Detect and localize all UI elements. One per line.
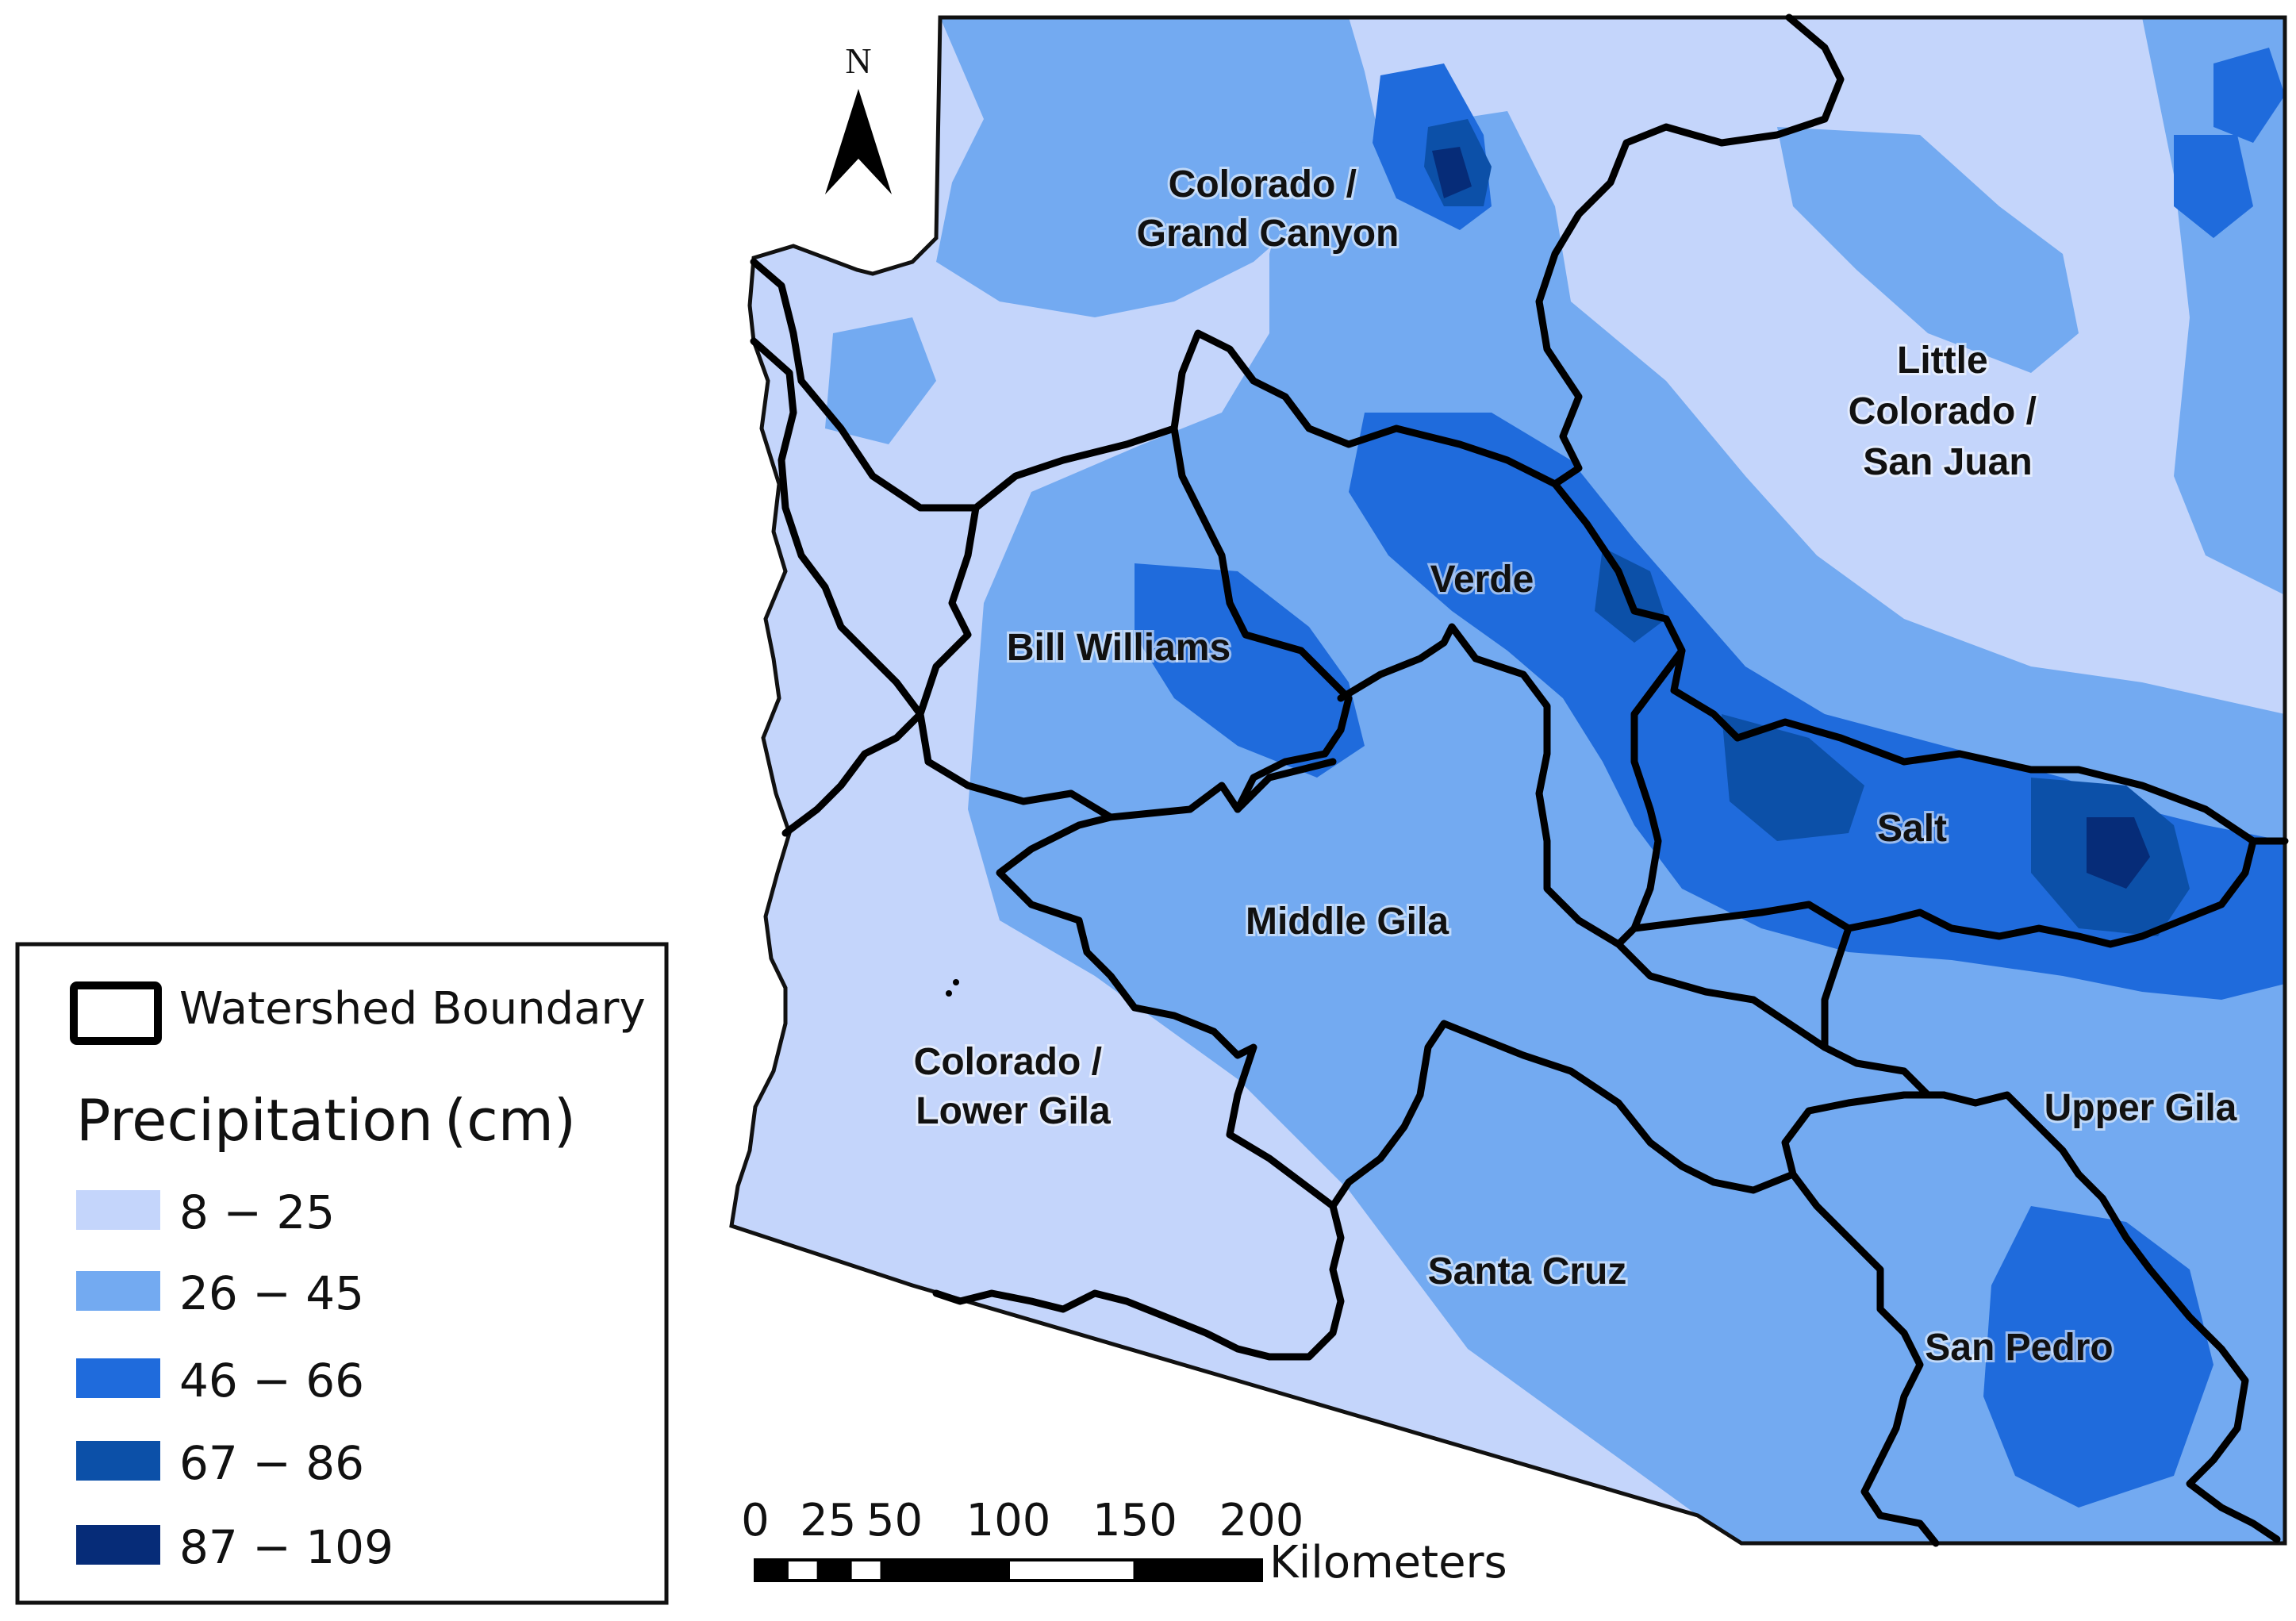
boundary-bill-williams-south bbox=[924, 758, 1337, 821]
boundary-verde-east bbox=[1551, 480, 1741, 742]
legend-label-2: 46 − 66 bbox=[179, 1354, 364, 1408]
scale-segment-5 bbox=[1007, 1558, 1137, 1582]
legend-swatch-3 bbox=[76, 1441, 160, 1481]
legend-classes: 8 − 25 26 − 45 46 − 66 67 − 86 87 − 109 bbox=[76, 1185, 394, 1574]
legend-swatch-2 bbox=[76, 1358, 160, 1398]
scale-segment-6 bbox=[1133, 1558, 1263, 1582]
north-arrow: N bbox=[825, 40, 892, 194]
arizona-map-frame: Colorado / Grand Canyon Little Colorado … bbox=[729, 13, 2289, 1547]
boundary-grand-canyon-little-colorado bbox=[1535, 13, 1845, 488]
scale-bar-segments bbox=[754, 1558, 1263, 1582]
scale-bar-unit: Kilometers bbox=[1269, 1537, 1507, 1588]
legend-label-4: 87 − 109 bbox=[179, 1520, 394, 1574]
boundary-santa-cruz-san-pedro bbox=[1781, 1091, 1948, 1547]
boundary-middle-gila-santa-cruz bbox=[1329, 1020, 1797, 1210]
boundary-salt bbox=[1614, 647, 2257, 948]
scale-tick-label-0: 0 bbox=[741, 1495, 770, 1546]
legend-swatch-0 bbox=[76, 1190, 160, 1230]
scale-segment-3 bbox=[848, 1558, 884, 1582]
region-label-colorado-grand-canyon: Colorado / Grand Canyon bbox=[1137, 163, 1399, 255]
boundary-upper-gila-south bbox=[1940, 1091, 2281, 1543]
watershed-boundaries bbox=[750, 13, 2289, 1547]
boundary-middle-gila-lower-gila bbox=[996, 813, 1337, 1210]
region-label-middle-gila: Middle Gila bbox=[1246, 901, 1449, 943]
region-label-san-pedro: San Pedro bbox=[1925, 1327, 2113, 1369]
scale-segment-2 bbox=[816, 1558, 852, 1582]
legend-swatch-4 bbox=[76, 1525, 160, 1565]
precipitation-raster bbox=[825, 17, 2285, 1543]
legend-label-0: 8 − 25 bbox=[179, 1185, 335, 1239]
region-label-santa-cruz: Santa Cruz bbox=[1428, 1250, 1627, 1293]
scale-bar-ticks: 0 25 50 100 150 200 bbox=[741, 1495, 1303, 1546]
scale-tick-label-5: 200 bbox=[1219, 1495, 1304, 1546]
precip-class-26-45-zones bbox=[825, 17, 2285, 1543]
scale-segment-4 bbox=[880, 1558, 1010, 1582]
scale-bar: 0 25 50 100 150 200 Kilometers bbox=[741, 1495, 1507, 1588]
legend-boundary-swatch bbox=[70, 981, 162, 1045]
boundary-verde-bill-williams bbox=[1170, 424, 1353, 813]
north-arrow-icon bbox=[825, 89, 892, 194]
region-label-verde: Verde bbox=[1430, 559, 1534, 601]
boundary-little-colorado-salt bbox=[1734, 718, 2289, 845]
region-labels: Colorado / Grand Canyon Little Colorado … bbox=[912, 161, 2240, 1371]
scale-segment-0 bbox=[754, 1558, 789, 1582]
precip-class-87-109-zones bbox=[1432, 147, 2150, 889]
boundary-upper-gila-west bbox=[1821, 924, 1853, 1051]
boundary-middle-gila-upper-gila bbox=[1749, 996, 1948, 1099]
state-border bbox=[729, 15, 2287, 1546]
legend-label-3: 67 − 86 bbox=[179, 1436, 364, 1490]
scale-tick-label-2: 50 bbox=[866, 1495, 923, 1546]
legend-title: Precipitation (cm) bbox=[76, 1087, 576, 1154]
boundary-colorado-lower-gila-west bbox=[750, 337, 924, 718]
north-arrow-label: N bbox=[845, 40, 871, 81]
scale-tick-label-3: 100 bbox=[966, 1495, 1051, 1546]
legend-swatch-1 bbox=[76, 1271, 160, 1311]
lake-markers bbox=[946, 979, 959, 997]
scale-segment-1 bbox=[785, 1558, 820, 1582]
scale-tick-label-1: 25 bbox=[800, 1495, 856, 1546]
legend: Watershed Boundary Precipitation (cm) 8 −… bbox=[15, 942, 669, 1605]
region-label-bill-williams: Bill Williams bbox=[1007, 627, 1231, 669]
region-label-colorado-lower-gila: Colorado / Lower Gila bbox=[914, 1041, 1113, 1132]
region-label-little-colorado-san-juan: Little Colorado / San Juan bbox=[1849, 340, 2048, 483]
legend-boundary-label: Watershed Boundary bbox=[179, 983, 646, 1035]
region-label-upper-gila: Upper Gila bbox=[2045, 1087, 2237, 1129]
legend-label-1: 26 − 45 bbox=[179, 1266, 364, 1320]
scale-tick-label-4: 150 bbox=[1092, 1495, 1177, 1546]
boundary-santa-cruz-west bbox=[932, 1202, 1345, 1361]
boundary-bill-williams-lower-gila bbox=[781, 710, 924, 837]
boundary-verde-middle-gila bbox=[1337, 623, 1757, 1004]
region-label-salt: Salt bbox=[1877, 808, 1947, 850]
